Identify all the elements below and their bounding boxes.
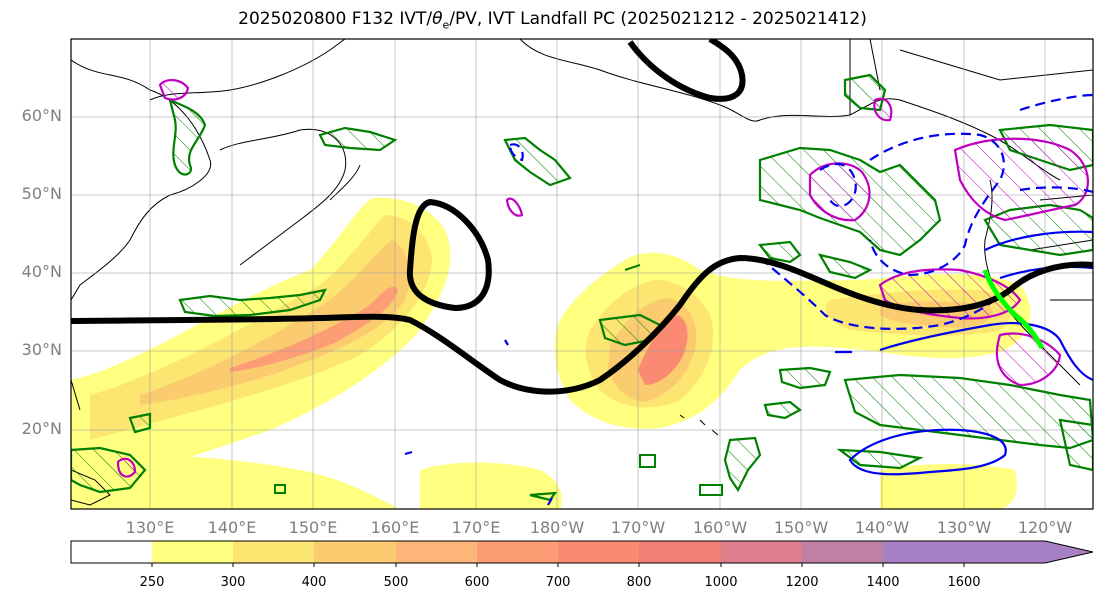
colorbar-bin (152, 541, 233, 563)
pv-magenta-contours (116, 79, 1089, 478)
colorbar-bin (558, 541, 639, 563)
colorbar-tick-label: 600 (464, 575, 490, 590)
colorbar-bin (883, 541, 964, 563)
lon-label-160e: 160°E (370, 518, 420, 537)
colorbar-bin (71, 541, 152, 563)
theta-e-main (71, 254, 1093, 395)
lon-label-170e: 170°E (451, 518, 501, 537)
lon-label-140w: 140°W (854, 518, 910, 537)
colorbar-tick-label: 1400 (866, 575, 900, 590)
lon-label-130w: 130°W (936, 518, 992, 537)
pv-green-small (274, 264, 723, 496)
pv-blue-dashed (508, 93, 1093, 330)
lon-label-160w: 160°W (692, 518, 748, 537)
lon-label-150w: 150°W (773, 518, 829, 537)
map-title: 2025020800 F132 IVT/θe/PV, IVT Landfall … (238, 9, 867, 32)
map-border (70, 38, 1094, 510)
colorbar-bin (639, 541, 721, 563)
lon-label-120w: 120°W (1017, 518, 1073, 537)
colorbar-tick-label: 400 (301, 575, 327, 590)
colorbar-tick-label: 700 (545, 575, 571, 590)
colorbar-tick-label: 800 (626, 575, 652, 590)
lon-label-150e: 150°E (288, 518, 338, 537)
colorbar-outline (70, 540, 1094, 564)
colorbar-tick-label: 250 (139, 575, 165, 590)
colorbar-tick-label: 1000 (704, 575, 738, 590)
colorbar-bin (477, 541, 558, 563)
colorbar-bin (233, 541, 314, 563)
colorbar-bin (396, 541, 477, 563)
theta-e-contours (71, 39, 1093, 395)
lon-label-140e: 140°E (207, 518, 257, 537)
colorbar (70, 540, 1094, 567)
lon-label-130e: 130°E (125, 518, 175, 537)
colorbar-tick-label: 500 (383, 575, 409, 590)
lat-label-60n: 60°N (21, 106, 62, 125)
lon-label-170w: 170°W (610, 518, 666, 537)
lat-label-50n: 50°N (21, 184, 62, 203)
colorbar-bin (314, 541, 396, 563)
theta-e-loop (406, 198, 492, 312)
colorbar-tick-label: 1200 (785, 575, 819, 590)
colorbar-tick-label: 1600 (947, 575, 981, 590)
colorbar-bin (802, 541, 883, 563)
lat-label-20n: 20°N (21, 419, 62, 438)
pv-green-contours (71, 73, 1093, 502)
colorbar-bin (721, 541, 802, 563)
colorbar-tick-label: 300 (220, 575, 246, 590)
ivt-landfall-line (982, 269, 1045, 350)
colorbar-extend-arrow (964, 541, 1093, 563)
lat-label-40n: 40°N (21, 262, 62, 281)
theta-e-north (627, 39, 746, 102)
lon-label-180w: 180°W (529, 518, 585, 537)
lat-label-30n: 30°N (21, 340, 62, 359)
